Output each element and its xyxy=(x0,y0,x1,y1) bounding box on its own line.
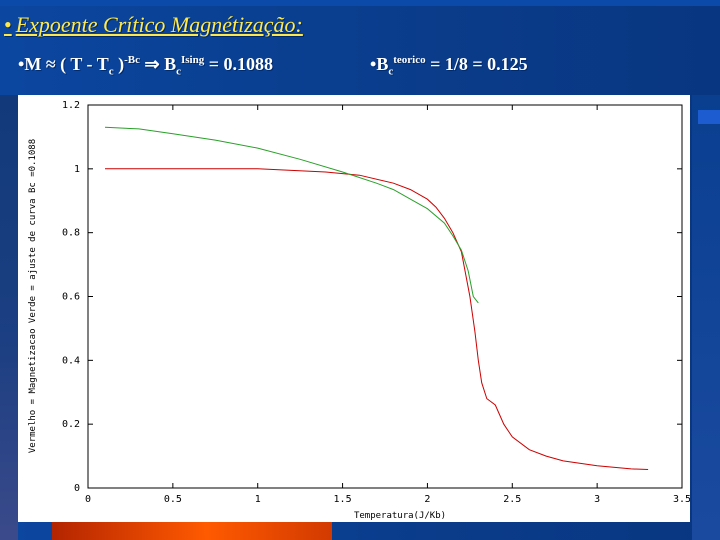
y-tick-label: 1.2 xyxy=(62,100,80,111)
formula-left-suffix: = 0.1088 xyxy=(204,54,273,74)
chart-axes xyxy=(87,104,683,489)
chart-lines xyxy=(104,126,649,470)
formula-right-prefix: B xyxy=(376,54,389,74)
x-axis-label: Temperatura(J/Kb) xyxy=(354,511,446,521)
y-tick-label: 0.8 xyxy=(62,228,80,239)
series-line-red xyxy=(105,168,649,470)
plot-border xyxy=(87,104,683,489)
top-accent-bar xyxy=(0,0,720,6)
bullet-icon: • xyxy=(370,54,377,74)
x-tick-label: 0 xyxy=(85,494,91,505)
y-tick-label: 0.2 xyxy=(62,419,80,430)
formula-theoretical: •Bcteorico = 1/8 = 0.125 xyxy=(370,54,528,78)
left-accent-bar xyxy=(0,95,18,540)
formula-right-suffix: = 1/8 = 0.125 xyxy=(425,54,528,74)
magnetization-chart: 0 0.5 1 1.5 2 2.5 3 3.5 0 0.2 0.4 0.6 0.8 1 1.2 Temper… xyxy=(28,100,691,521)
x-tick-label: 2 xyxy=(424,494,430,505)
formula-right-sup1: teorico xyxy=(393,54,426,66)
x-tick-label: 0.5 xyxy=(164,494,182,505)
bullet-icon: • xyxy=(18,54,25,74)
y-tick-label: 0 xyxy=(74,483,80,494)
slide-title: • Expoente Crítico Magnétização: xyxy=(4,12,303,38)
x-tick-label: 2.5 xyxy=(503,494,521,505)
formula-left-sup1: -Bc xyxy=(124,54,140,66)
chart-ticks: 0 0.5 1 1.5 2 2.5 3 3.5 0 0.2 0.4 0.6 0.8 1 1.2 xyxy=(62,100,691,505)
y-tick-label: 0.6 xyxy=(62,292,80,303)
formula-left-sub2: c xyxy=(176,65,181,78)
x-tick-label: 3 xyxy=(594,494,600,505)
formula-left-mid: ) xyxy=(113,54,125,74)
formula-left-arrow: ⇒ B xyxy=(140,54,177,74)
x-tick-label: 3.5 xyxy=(673,494,690,505)
series-line-green xyxy=(104,126,479,304)
formula-right-sub1: c xyxy=(388,65,394,78)
formula-left-prefix: M ≈ ( T - T xyxy=(24,54,109,74)
formula-left-sub1: c xyxy=(108,65,114,78)
bottom-accent-bar xyxy=(52,522,332,540)
y-tick-label: 1 xyxy=(74,164,80,175)
plot-frame: 0 0.5 1 1.5 2 2.5 3 3.5 0 0.2 0.4 0.6 0.8 1 1.2 Temper… xyxy=(18,95,691,522)
right-accent-stripe xyxy=(698,110,720,124)
title-bullet-icon: • xyxy=(4,12,12,37)
slide-title-text: Expoente Crítico Magnétização: xyxy=(15,12,303,37)
x-tick-label: 1.5 xyxy=(334,494,352,505)
formula-magnetization: •M ≈ ( T - Tc )-Bc ⇒ BcIsing = 0.1088 xyxy=(18,54,273,78)
formula-left-sup2: Ising xyxy=(180,54,205,66)
y-tick-label: 0.4 xyxy=(62,355,80,366)
x-tick-label: 1 xyxy=(255,494,261,505)
right-accent-bar xyxy=(692,95,720,540)
y-axis-label: Vermelho = Magnetizacao Verde = ajuste d… xyxy=(28,139,38,453)
